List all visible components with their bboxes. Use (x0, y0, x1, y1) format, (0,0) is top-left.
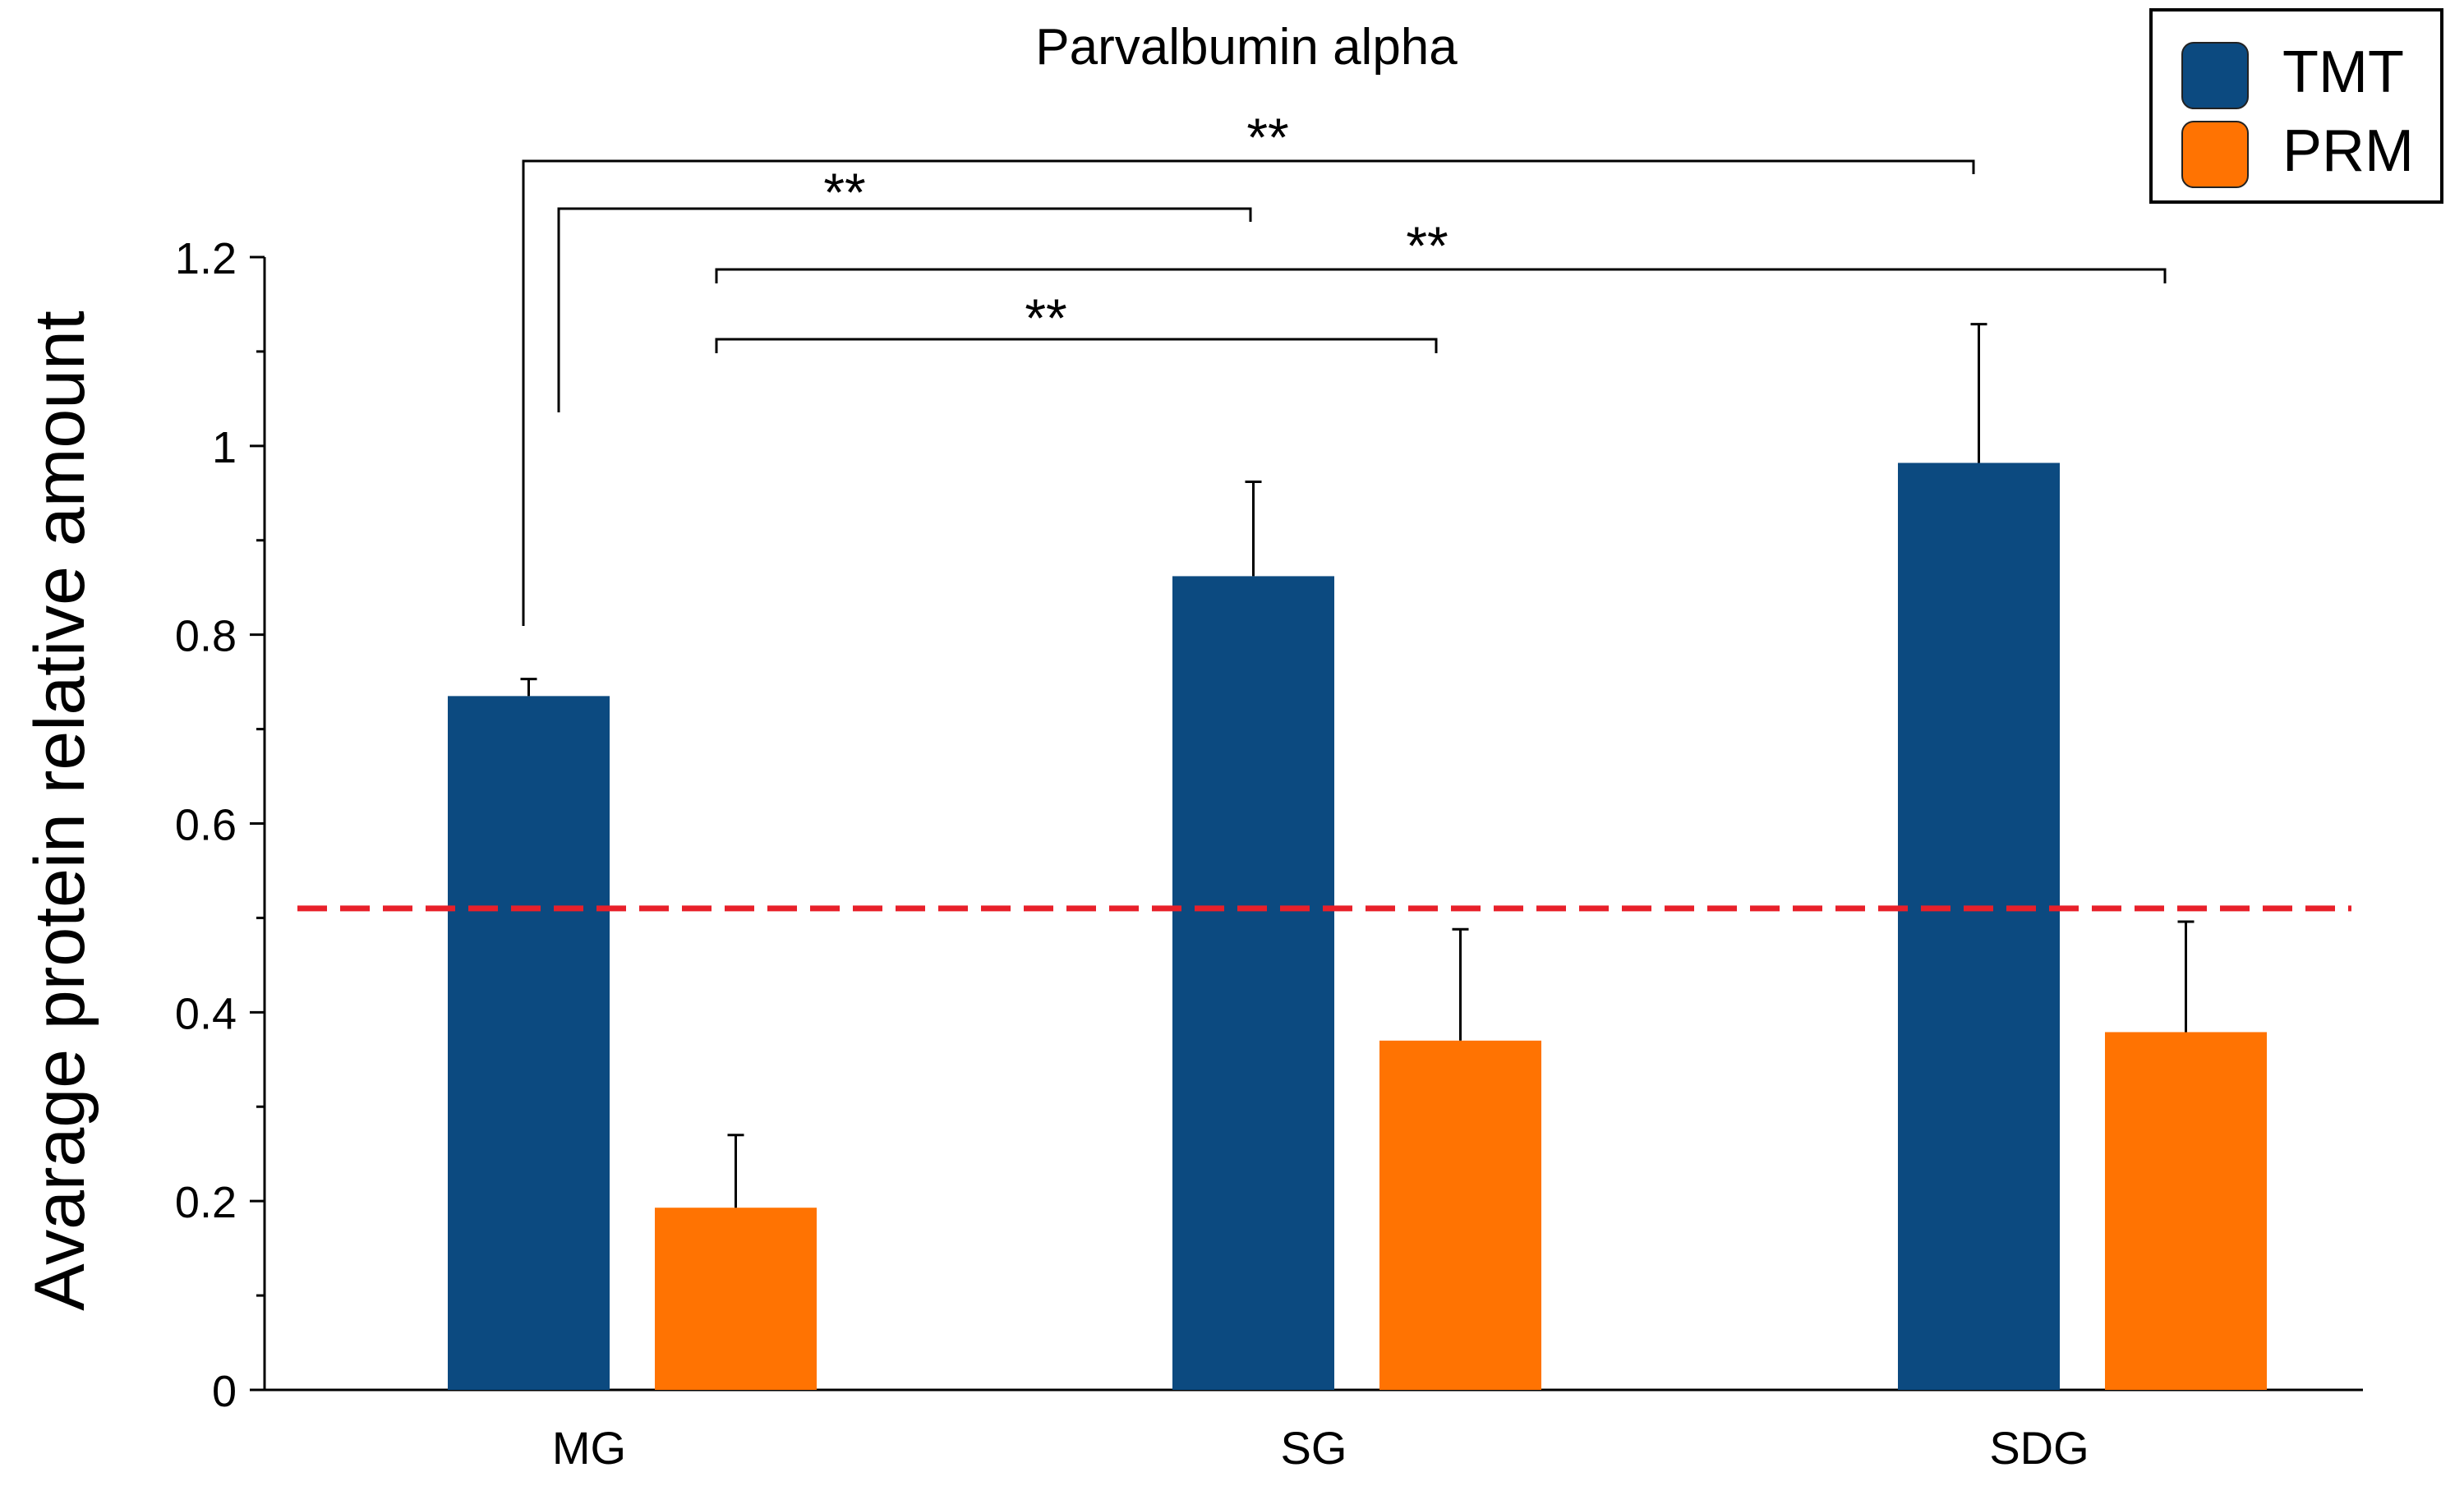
bar-tmt-mg (448, 696, 610, 1390)
y-tick-label: 1.2 (175, 234, 237, 283)
significance-bracket-mg-sdg: ** (522, 107, 1975, 626)
y-tick-label: 0.2 (175, 1178, 237, 1227)
bracket-line (522, 159, 1975, 626)
bracket-line (715, 268, 2167, 283)
chart-title: Parvalbumin alpha (1035, 19, 1458, 76)
significance-bracket-mg-sg: ** (557, 162, 1252, 412)
bar-tmt-sg (1172, 576, 1334, 1390)
legend-swatch-tmt (2181, 42, 2249, 109)
legend: TMT PRM (2149, 8, 2443, 204)
bar-tmt-sdg (1898, 462, 2060, 1390)
y-tick-label: 0.4 (175, 989, 237, 1038)
significance-label: ** (823, 162, 865, 223)
legend-swatch-prm (2181, 121, 2249, 188)
x-tick-label-sg: SG (1281, 1422, 1347, 1474)
y-axis-label: Avarage protein relative amount (21, 311, 99, 1311)
bar-prm-mg (655, 1208, 817, 1390)
bar-series (448, 323, 2267, 1390)
significance-bracket-prm-mg-sg: ** (715, 288, 1438, 353)
bracket-line (715, 338, 1438, 353)
bar-prm-sg (1379, 1040, 1541, 1390)
y-tick-label: 1 (212, 423, 237, 472)
significance-label: ** (1246, 107, 1288, 168)
x-tick-label-mg: MG (552, 1422, 626, 1474)
x-axis-tick-labels: MG SG SDG (552, 1422, 2089, 1474)
legend-label-tmt: TMT (2282, 39, 2404, 105)
significance-bracket-prm-mg-sdg: ** (715, 215, 2167, 283)
y-tick-label: 0.6 (175, 801, 237, 850)
significance-label: ** (1025, 288, 1066, 348)
bracket-line (557, 207, 1252, 412)
y-tick-label: 0 (212, 1367, 237, 1416)
bar-prm-sdg (2105, 1032, 2267, 1390)
x-tick-label-sdg: SDG (1989, 1422, 2089, 1474)
legend-label-prm: PRM (2282, 118, 2414, 184)
y-axis-ticks: 0 0.2 0.4 0.6 0.8 1 1.2 (175, 234, 265, 1416)
y-tick-label: 0.8 (175, 612, 237, 661)
significance-label: ** (1406, 215, 1448, 276)
